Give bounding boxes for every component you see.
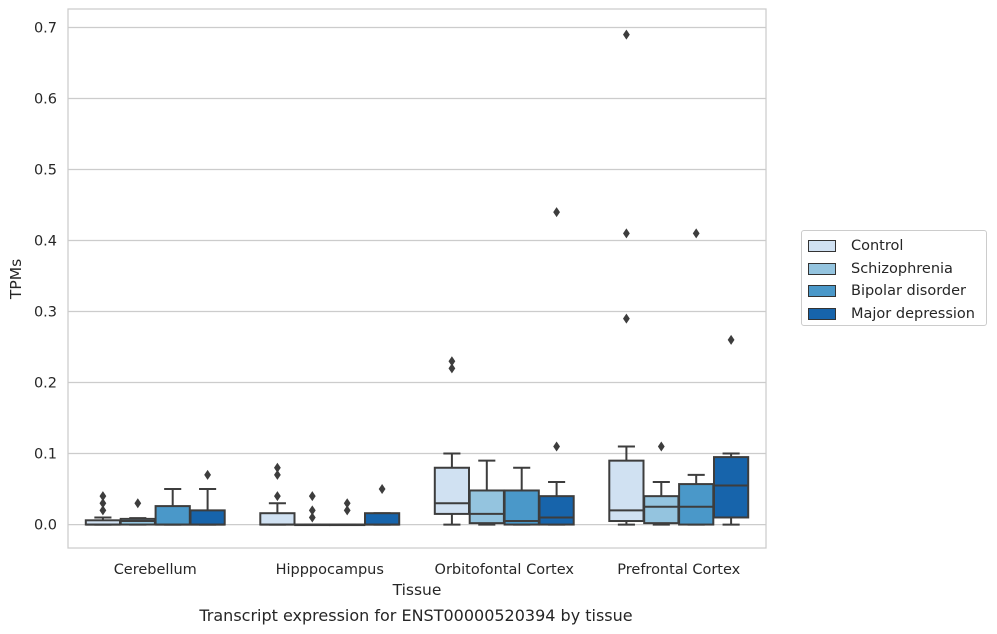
outlier-point (657, 441, 665, 452)
x-axis-label: Tissue (392, 581, 442, 599)
outlier-point (448, 356, 456, 367)
grid-lines (68, 26, 766, 526)
y-axis-ticks: 0.0 0.1 0.2 0.3 0.4 0.5 0.6 0.7 (34, 20, 57, 533)
y-tick-label: 0.2 (34, 376, 57, 392)
outlier-point (99, 491, 107, 502)
outlier-point (623, 228, 630, 239)
box (154, 505, 191, 526)
y-tick-label: 0.3 (34, 305, 57, 321)
legend: Control Schizophrenia Bipolar disorder M… (801, 230, 987, 326)
box (259, 512, 296, 526)
legend-item-major-depression: Major depression (808, 303, 986, 326)
outlier-point (204, 469, 211, 480)
legend-item-control: Control (808, 235, 986, 258)
legend-label-bipolar-disorder: Bipolar disorder (851, 283, 966, 300)
outlier-point (308, 505, 316, 516)
outlier-point (274, 462, 281, 473)
legend-label-schizophrenia: Schizophrenia (851, 260, 953, 277)
legend-item-bipolar-disorder: Bipolar disorder (808, 280, 986, 303)
box (189, 509, 226, 526)
y-axis-label: TPMs (7, 259, 25, 300)
y-tick-label: 0.5 (34, 162, 57, 178)
legend-swatch-schizophrenia (808, 262, 836, 275)
legend-label-control: Control (851, 238, 904, 255)
y-tick-label: 0.7 (34, 20, 57, 36)
outlier-point (343, 505, 351, 516)
y-tick-label: 0.0 (34, 518, 57, 534)
outlier-point (727, 334, 735, 345)
outlier-point (274, 469, 281, 480)
y-tick-label: 0.1 (34, 447, 57, 463)
x-axis-ticks: Cerebellum Hipppocampus Orbitofontal Corte… (114, 562, 741, 578)
box (608, 459, 645, 523)
x-tick-label: Hipppocampus (276, 562, 384, 578)
box (712, 456, 750, 519)
box (643, 495, 680, 525)
box (538, 495, 575, 526)
outlier-point (99, 505, 107, 516)
y-tick-label: 0.4 (34, 234, 57, 250)
box (363, 512, 401, 526)
outlier-point (99, 498, 107, 509)
outlier-point (448, 363, 456, 374)
outlier-point (378, 484, 386, 495)
legend-swatch-bipolar-disorder (808, 285, 836, 298)
outlier-point (308, 512, 316, 523)
outlier-point (623, 29, 630, 40)
chart-caption: Transcript expression for ENST0000052039… (199, 606, 633, 625)
outlier-point (623, 313, 630, 324)
outlier-point (553, 207, 560, 218)
outlier-point (553, 441, 560, 452)
x-tick-label: Cerebellum (114, 562, 197, 578)
box (678, 483, 715, 526)
outlier-point (274, 491, 281, 502)
x-tick-label: Orbitofontal Cortex (435, 562, 575, 578)
legend-label-major-depression: Major depression (851, 305, 975, 322)
box (468, 489, 505, 525)
legend-swatch-control (808, 240, 836, 253)
outlier-point (692, 228, 700, 239)
box-plot-series (84, 29, 750, 527)
outlier-point (343, 498, 351, 509)
legend-item-schizophrenia: Schizophrenia (808, 258, 986, 281)
x-tick-label: Prefrontal Cortex (617, 562, 740, 578)
outlier-point (308, 491, 316, 502)
box (503, 489, 540, 526)
outlier-point (134, 498, 142, 509)
y-tick-label: 0.6 (34, 91, 57, 107)
legend-swatch-major-depression (808, 307, 836, 320)
box (433, 466, 471, 515)
plot-frame (67, 8, 767, 549)
